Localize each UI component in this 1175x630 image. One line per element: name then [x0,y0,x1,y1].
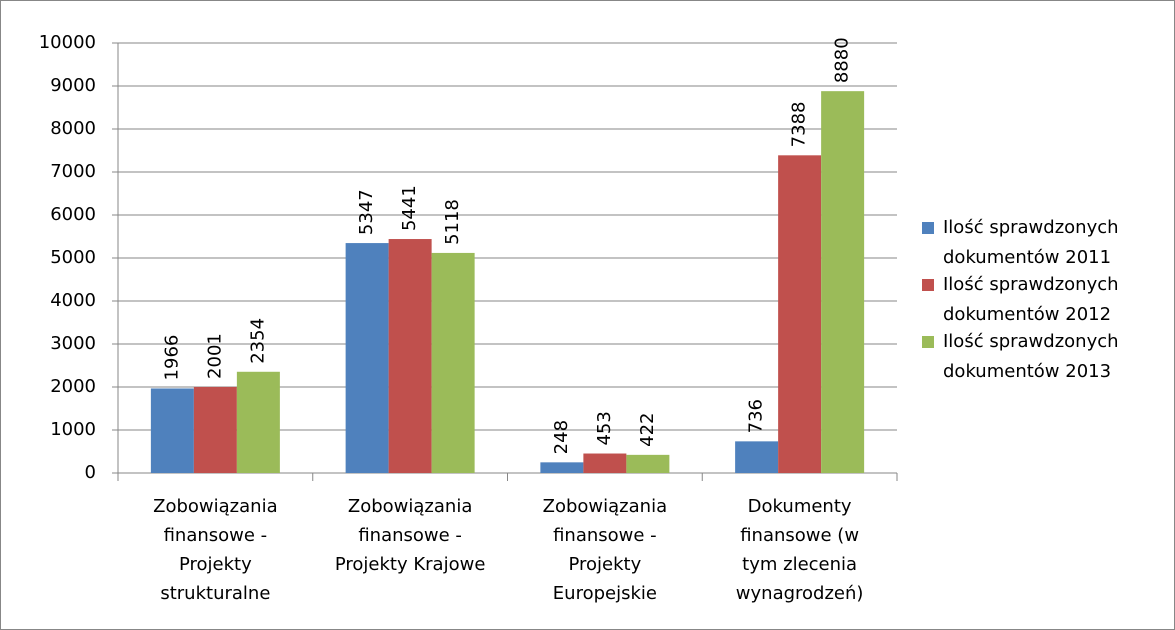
legend-swatch [922,222,934,234]
y-tick-label: 6000 [50,204,96,225]
data-label: 422 [637,412,658,446]
legend-swatch [922,336,934,348]
x-tick-label: Zobowiązania finansowe -Projekty Krajowe [335,496,486,575]
bar [540,462,584,473]
bar [778,155,822,474]
bar [193,386,237,473]
data-label: 5118 [442,199,463,245]
bar [431,252,475,473]
y-tick-label: 3000 [50,333,96,354]
y-tick-label: 1000 [50,419,96,440]
bar [626,454,670,473]
legend-label: Ilość sprawdzonych dokumentów 2012 [943,274,1119,325]
x-tick-label: Zobowiązania finansowe -Projekty Europejsk… [543,496,667,604]
data-label: 7388 [789,102,810,148]
data-label: 248 [551,420,572,454]
data-label: 5347 [356,189,377,235]
data-label: 1966 [161,335,182,381]
bar [388,239,432,473]
legend-label: Ilość sprawdzonych dokumentów 2011 [943,217,1119,268]
data-label: 8880 [832,37,853,83]
y-tick-label: 2000 [50,376,96,397]
bar [821,91,865,473]
bar [150,388,194,473]
y-tick-label: 0 [85,462,96,483]
data-label: 2001 [204,333,225,379]
bar [236,371,280,473]
bar [583,453,627,473]
data-label: 736 [746,399,767,433]
y-tick-label: 5000 [50,247,96,268]
y-tick-label: 8000 [50,118,96,139]
y-tick-label: 7000 [50,161,96,182]
bar [345,243,389,473]
bar [735,441,779,473]
y-tick-label: 10000 [39,32,96,53]
legend-swatch [922,279,934,291]
x-tick-label: Dokumenty finansowe (w tym zlecenia wynagro… [736,496,864,604]
x-tick-label: Zobowiązania finansowe -Projekty struktura… [153,496,277,604]
data-label: 5441 [399,185,420,231]
data-label: 453 [594,411,615,445]
y-tick-label: 9000 [50,75,96,96]
data-label: 2354 [247,318,268,364]
legend-label: Ilość sprawdzonych dokumentów 2013 [943,331,1119,382]
y-tick-label: 4000 [50,290,96,311]
